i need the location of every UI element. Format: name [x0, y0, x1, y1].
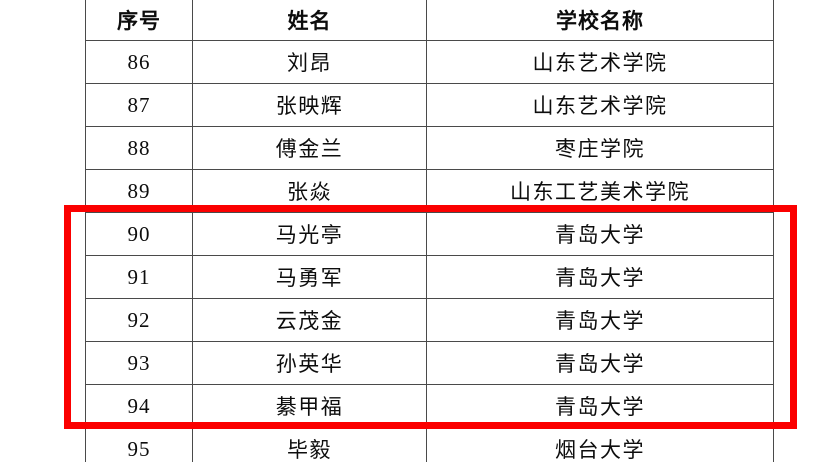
table-row: 88 傅金兰 枣庄学院	[85, 126, 774, 170]
cell-school: 青岛大学	[426, 212, 774, 256]
table-row: 95 毕毅 烟台大学	[85, 427, 774, 462]
column-header-index: 序号	[85, 0, 193, 41]
table-row: 91 马勇军 青岛大学	[85, 255, 774, 299]
cell-school: 山东工艺美术学院	[426, 169, 774, 213]
cell-index: 92	[85, 298, 193, 342]
cell-name: 傅金兰	[192, 126, 427, 170]
cell-school: 山东艺术学院	[426, 83, 774, 127]
cell-index: 89	[85, 169, 193, 213]
cell-school: 枣庄学院	[426, 126, 774, 170]
cell-index: 90	[85, 212, 193, 256]
cell-name: 马勇军	[192, 255, 427, 299]
cell-index: 91	[85, 255, 193, 299]
cell-index: 87	[85, 83, 193, 127]
cell-school: 烟台大学	[426, 427, 774, 462]
cell-school: 青岛大学	[426, 255, 774, 299]
cell-index: 88	[85, 126, 193, 170]
table-header: 序号 姓名 学校名称	[85, 0, 774, 41]
cell-school: 青岛大学	[426, 384, 774, 428]
table-body: 86 刘昂 山东艺术学院 87 张映辉 山东艺术学院 88 傅金兰 枣庄学院 89 张焱 山东工艺美术…	[85, 40, 774, 462]
cell-name: 云茂金	[192, 298, 427, 342]
cell-school: 青岛大学	[426, 341, 774, 385]
cell-school: 山东艺术学院	[426, 40, 774, 84]
cell-name: 毕毅	[192, 427, 427, 462]
cell-name: 孙英华	[192, 341, 427, 385]
cell-name: 马光亭	[192, 212, 427, 256]
table-header-row: 序号 姓名 学校名称	[85, 0, 774, 41]
cell-name: 张焱	[192, 169, 427, 213]
cell-name: 刘昂	[192, 40, 427, 84]
column-header-school: 学校名称	[426, 0, 774, 41]
cell-name: 綦甲福	[192, 384, 427, 428]
table-row: 92 云茂金 青岛大学	[85, 298, 774, 342]
cell-name: 张映辉	[192, 83, 427, 127]
cell-index: 94	[85, 384, 193, 428]
cell-school: 青岛大学	[426, 298, 774, 342]
table-row: 86 刘昂 山东艺术学院	[85, 40, 774, 84]
roster-table: 序号 姓名 学校名称 86 刘昂 山东艺术学院 87 张映辉 山东艺术学院 88 傅金兰 枣庄学…	[85, 0, 774, 462]
table-row: 90 马光亭 青岛大学	[85, 212, 774, 256]
table-row: 93 孙英华 青岛大学	[85, 341, 774, 385]
cell-index: 86	[85, 40, 193, 84]
table-row: 87 张映辉 山东艺术学院	[85, 83, 774, 127]
table-row: 94 綦甲福 青岛大学	[85, 384, 774, 428]
cell-index: 95	[85, 427, 193, 462]
cell-index: 93	[85, 341, 193, 385]
column-header-name: 姓名	[192, 0, 427, 41]
table-row: 89 张焱 山东工艺美术学院	[85, 169, 774, 213]
